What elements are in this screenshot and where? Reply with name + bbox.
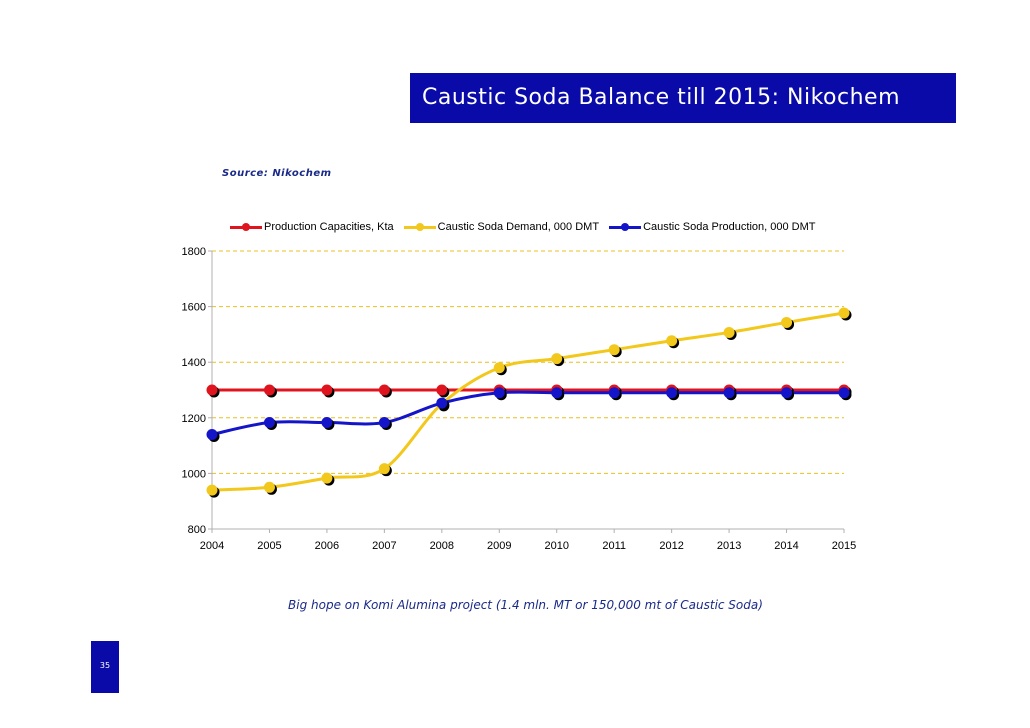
data-point-demand <box>321 472 333 484</box>
legend-item-production: Caustic Soda Production, 000 DMT <box>609 221 815 233</box>
data-point-demand <box>206 484 218 496</box>
page-number-tab: 35 <box>91 641 119 693</box>
legend-item-demand: Caustic Soda Demand, 000 DMT <box>403 221 600 233</box>
x-tick-label: 2009 <box>487 540 511 552</box>
data-point-capacity <box>263 384 275 396</box>
data-point-demand <box>723 326 735 338</box>
data-point-production <box>838 387 850 399</box>
footnote: Big hope on Komi Alumina project (1.4 ml… <box>288 598 763 612</box>
data-point-demand <box>838 307 850 319</box>
data-point-production <box>781 387 793 399</box>
x-tick-label: 2013 <box>717 540 741 552</box>
x-tick-label: 2005 <box>257 540 281 552</box>
title-bar: Caustic Soda Balance till 2015: Nikochem <box>410 73 956 123</box>
source-label: Source: Nikochem <box>222 168 332 179</box>
data-point-demand <box>781 316 793 328</box>
data-point-demand <box>551 353 563 365</box>
legend-label-demand: Caustic Soda Demand, 000 DMT <box>437 221 600 233</box>
x-tick-label: 2014 <box>774 540 798 552</box>
data-point-production <box>493 387 505 399</box>
series-line-demand <box>211 311 845 492</box>
data-point-demand <box>263 481 275 493</box>
chart-legend: Production Capacities, Kta Caustic Soda … <box>230 219 825 235</box>
data-point-production <box>608 387 620 399</box>
page-number: 35 <box>99 661 111 670</box>
y-tick-label: 1600 <box>182 302 206 314</box>
data-point-capacity <box>378 384 390 396</box>
data-point-demand <box>378 463 390 475</box>
data-point-production <box>723 387 735 399</box>
data-point-demand <box>608 344 620 356</box>
data-point-demand <box>493 362 505 374</box>
y-tick-label: 1000 <box>182 468 206 480</box>
y-tick-label: 1400 <box>182 357 206 369</box>
slide-title: Caustic Soda Balance till 2015: Nikochem <box>422 85 901 110</box>
y-tick-label: 1200 <box>182 413 206 425</box>
data-point-production <box>378 417 390 429</box>
legend-swatch-demand <box>403 222 436 232</box>
legend-swatch-production <box>609 222 642 232</box>
x-tick-label: 2015 <box>832 540 856 552</box>
data-point-capacity <box>206 384 218 396</box>
data-point-production <box>551 387 563 399</box>
series-line-production <box>211 390 844 436</box>
data-point-production <box>206 428 218 440</box>
data-point-capacity <box>321 384 333 396</box>
x-tick-label: 2010 <box>544 540 568 552</box>
legend-swatch-capacity <box>230 222 262 232</box>
data-point-production <box>321 417 333 429</box>
data-point-capacity <box>436 384 448 396</box>
y-tick-label: 800 <box>188 524 206 536</box>
x-tick-label: 2007 <box>372 540 396 552</box>
data-point-production <box>263 417 275 429</box>
x-tick-label: 2006 <box>315 540 339 552</box>
data-point-production <box>666 387 678 399</box>
x-tick-label: 2012 <box>659 540 683 552</box>
legend-item-capacity: Production Capacities, Kta <box>230 221 394 233</box>
data-point-demand <box>666 335 678 347</box>
x-tick-label: 2004 <box>200 540 224 552</box>
x-tick-label: 2008 <box>430 540 454 552</box>
legend-label-capacity: Production Capacities, Kta <box>264 221 394 233</box>
x-tick-label: 2011 <box>602 540 626 552</box>
y-tick-label: 1800 <box>182 246 206 258</box>
legend-label-production: Caustic Soda Production, 000 DMT <box>643 221 816 233</box>
data-point-production <box>436 397 448 409</box>
